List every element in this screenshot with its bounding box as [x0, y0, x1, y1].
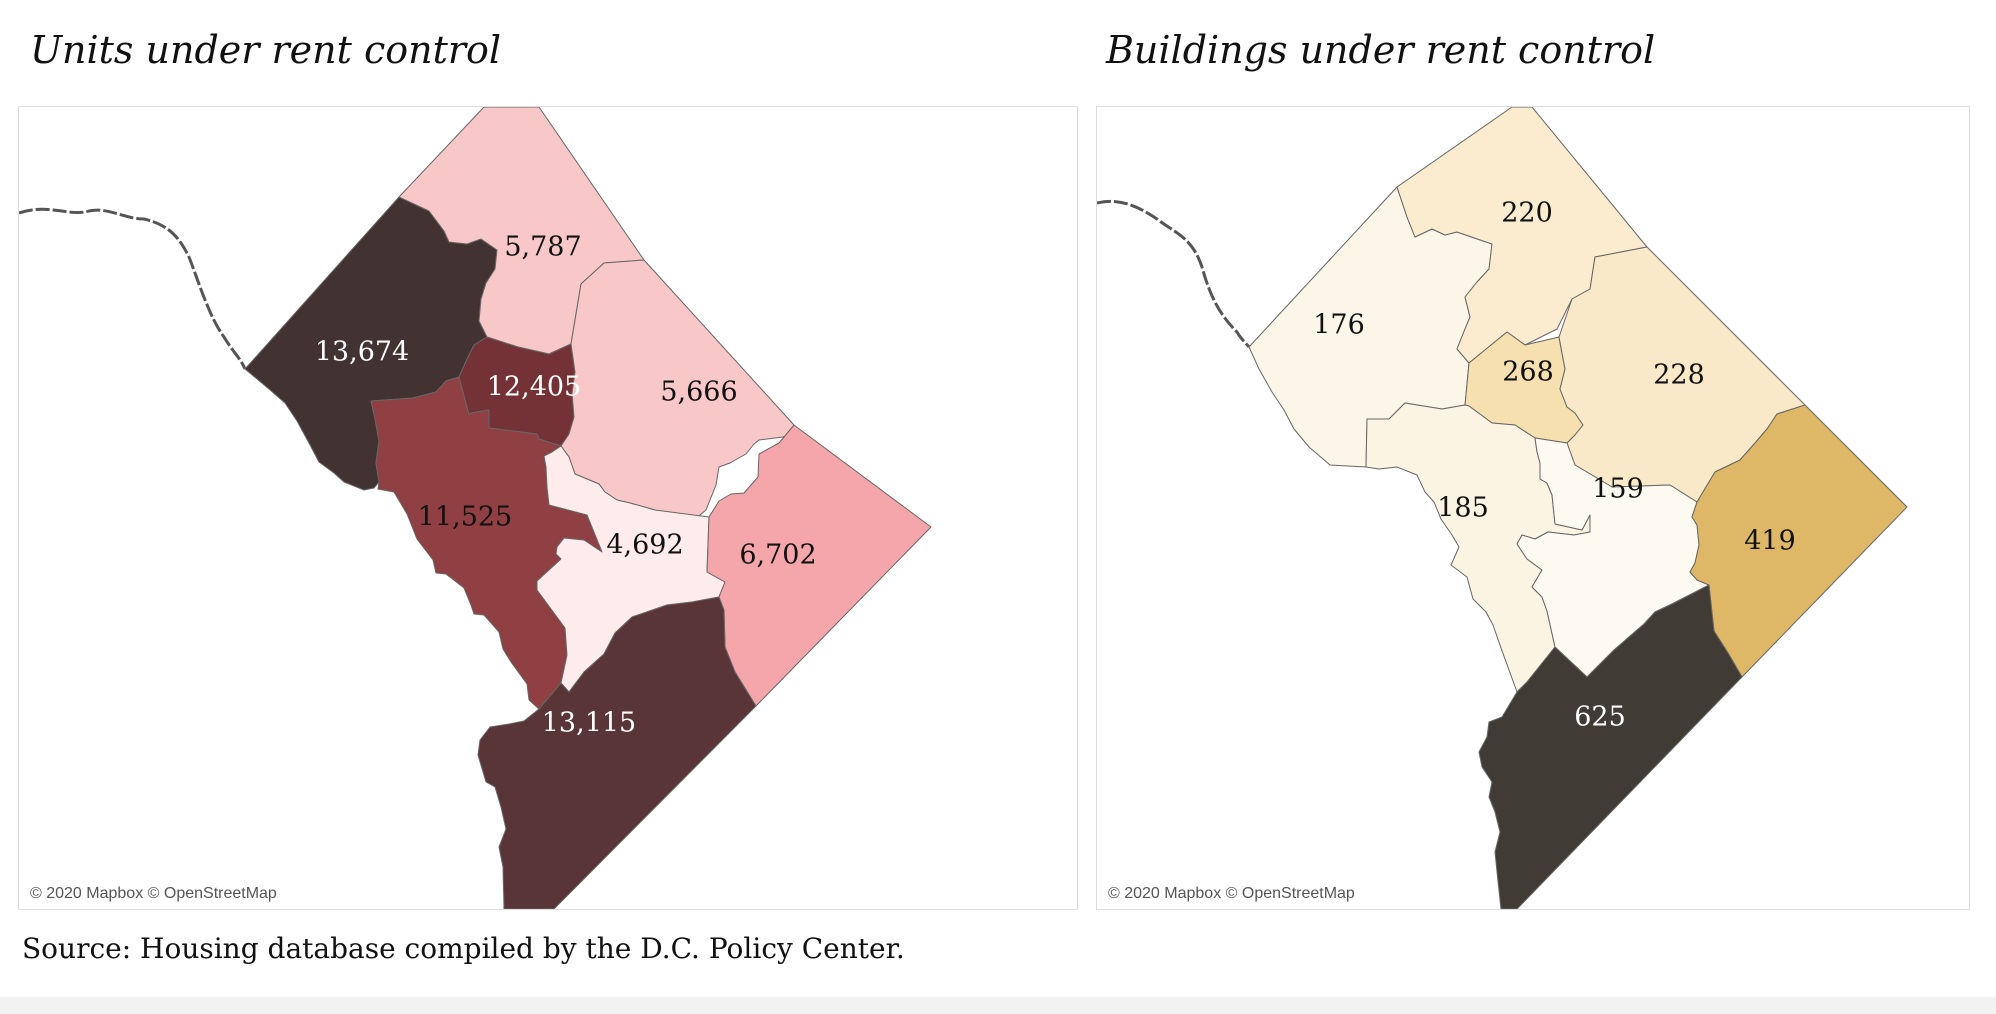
potomac-river-line — [1097, 199, 1251, 348]
map-attribution[interactable]: © 2020 Mapbox © OpenStreetMap — [30, 885, 277, 902]
map-attribution[interactable]: © 2020 Mapbox © OpenStreetMap — [1108, 885, 1355, 902]
ward-label: 185 — [1437, 492, 1489, 524]
units-choropleth — [19, 107, 932, 909]
units-map-title: Units under rent control — [30, 28, 502, 72]
ward-label: 268 — [1502, 356, 1554, 388]
ward-label: 419 — [1744, 525, 1796, 557]
ward-label: 4,692 — [606, 529, 684, 561]
potomac-river-line — [19, 207, 247, 370]
ward-label: 5,787 — [504, 231, 582, 263]
ward-label: 5,666 — [660, 376, 738, 408]
ward-label: 13,115 — [541, 707, 637, 739]
units-map[interactable]: © 2020 Mapbox © OpenStreetMap 13,674 5,7… — [18, 106, 1078, 910]
ward-label: 625 — [1574, 701, 1626, 733]
ward-label: 228 — [1653, 359, 1705, 391]
buildings-map[interactable]: © 2020 Mapbox © OpenStreetMap 176 220 26… — [1096, 106, 1970, 910]
ward-label: 13,674 — [314, 336, 410, 368]
ward-8-shape[interactable] — [477, 596, 757, 909]
ward-label: 6,702 — [739, 539, 817, 571]
source-note: Source: Housing database compiled by the… — [22, 932, 905, 965]
ward-label: 220 — [1501, 197, 1553, 229]
ward-label: 176 — [1313, 309, 1365, 341]
buildings-choropleth — [1097, 107, 1908, 909]
ward-label: 11,525 — [417, 501, 513, 533]
ward-label: 159 — [1592, 473, 1644, 505]
ward-label: 12,405 — [486, 371, 582, 403]
ward-8-shape[interactable] — [1478, 584, 1743, 909]
buildings-map-title: Buildings under rent control — [1106, 28, 1656, 72]
